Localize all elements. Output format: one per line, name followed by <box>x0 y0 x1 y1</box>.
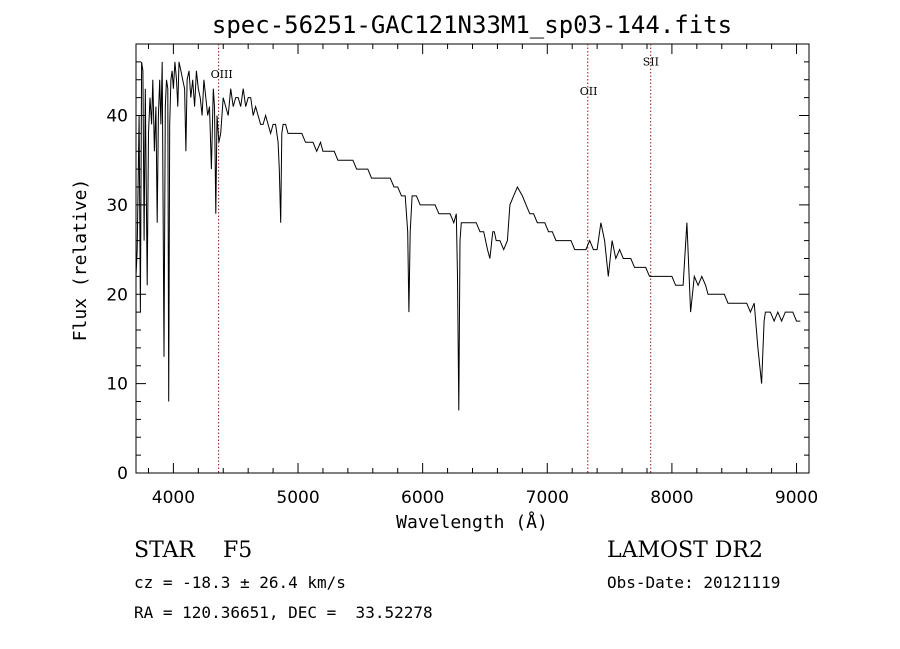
coordinates-text: RA = 120.36651, DEC = 33.52278 <box>134 603 433 622</box>
y-tick-label: 10 <box>106 375 128 395</box>
line-marker-label: OII <box>580 85 598 98</box>
chart-title: spec-56251-GAC121N33M1_sp03-144.fits <box>212 11 732 39</box>
x-tick-label: 7000 <box>526 488 569 508</box>
y-axis-label: Flux (relative) <box>70 179 91 342</box>
y-tick-label: 30 <box>106 196 128 216</box>
x-tick-label: 9000 <box>775 488 818 508</box>
x-tick-label: 4000 <box>152 488 195 508</box>
axis-ticks: 4000 5000 6000 7000 8000 9000 0 10 20 30 40 <box>106 43 818 508</box>
y-tick-label: 40 <box>106 107 128 127</box>
redshift-text: cz = -18.3 ± 26.4 km/s <box>134 573 346 592</box>
x-axis-label: Wavelength (Å) <box>396 511 548 533</box>
spectrum-line <box>135 61 801 411</box>
line-marker-label: OIII <box>211 68 233 81</box>
y-tick-label: 0 <box>117 464 128 484</box>
x-tick-label: 5000 <box>276 488 319 508</box>
y-tick-label: 20 <box>106 285 128 305</box>
emission-line-markers: OIII OII SII <box>211 44 659 473</box>
observation-date: Obs-Date: 20121119 <box>607 573 781 592</box>
survey-name: LAMOST DR2 <box>607 538 763 563</box>
x-tick-label: 6000 <box>401 488 444 508</box>
plot-frame <box>135 43 810 474</box>
object-class: STAR F5 <box>134 538 253 563</box>
x-tick-label: 8000 <box>650 488 693 508</box>
line-marker-label: SII <box>643 55 659 68</box>
